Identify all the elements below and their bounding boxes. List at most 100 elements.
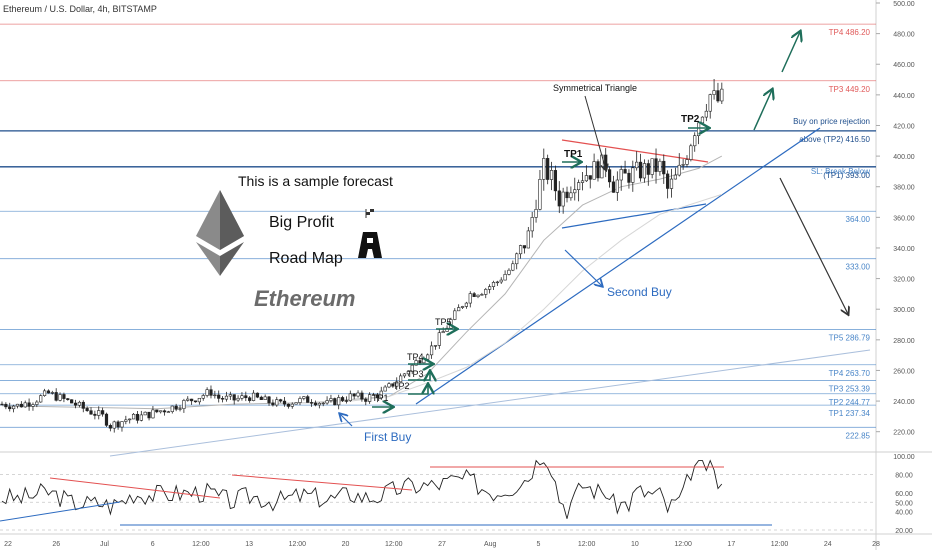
candle [708,93,712,119]
candle [518,244,523,259]
candle [584,165,588,182]
tp5-low-label: TP5 [435,317,452,327]
candle [12,404,16,413]
candle [205,387,209,398]
candle [387,382,391,389]
osc-support-line [0,501,121,522]
x-tick-label: 12:00 [289,541,307,548]
trend-lines [109,127,871,457]
candle [368,392,372,404]
y-tick-label: 360.00 [893,215,915,222]
osc-y-tick-label: 80.00 [895,473,913,480]
candle [356,390,360,398]
annotations: Symmetrical Triangle Second Buy First Bu… [364,83,700,444]
x-tick-label: 12:00 [385,541,403,548]
road-map-text: Road Map [269,250,343,267]
osc-y-tick-label: 60.00 [895,491,913,498]
candle [166,410,171,413]
candle [375,392,379,403]
candle [135,411,140,424]
candle [50,390,54,395]
ethereum-text: Ethereum [254,286,355,311]
down-arrow [779,177,848,314]
candle [286,403,290,409]
candle [580,171,585,191]
level-label: TP3 449.20 [829,85,871,94]
candle [507,268,511,276]
first-buy-label: First Buy [364,430,411,444]
osc-y-tick-label: 40.00 [895,510,913,517]
candle [623,160,627,174]
candle [317,402,321,409]
candle [538,169,542,211]
candle [503,270,507,281]
candle [236,395,240,402]
price-axis: 220.00 240.00 260.00 280.00 300.00 320.00 340.… [876,1,915,437]
candle [46,389,51,394]
candle [677,153,681,177]
candle [437,328,441,349]
candle [290,402,294,409]
candle [4,402,8,410]
candle [673,167,677,180]
candle [306,394,310,403]
candle [255,392,260,399]
candle [371,392,376,396]
candle [712,78,716,100]
candle [170,405,174,414]
candle [31,402,35,411]
candle [460,305,465,310]
candle [607,166,612,188]
candle [19,401,23,408]
candle [650,158,654,179]
candles [0,78,724,433]
candle [77,400,81,408]
level-label: 222.85 [846,431,871,440]
level-label: TP3 253.39 [829,385,871,394]
y-tick-label: 340.00 [893,246,915,253]
x-tick-label: 13 [245,541,253,548]
candle [646,159,650,186]
candle [294,402,298,405]
tp2-arrow [408,385,428,395]
candle [379,386,383,400]
level-label: 333.00 [846,263,871,272]
ma-fast-line [1,155,723,410]
candle [263,394,267,400]
candle [662,154,666,184]
candle [251,390,256,402]
candle [669,168,674,198]
y-tick-label: 380.00 [893,185,915,192]
candle [642,159,647,183]
level-label: TP2 244.77 [829,398,871,407]
candle [638,153,643,182]
sample-forecast-text: This is a sample forecast [238,173,393,189]
moving-averages [1,155,723,410]
candle [561,187,565,214]
candle [70,399,74,404]
tp2-top-label: TP2 [681,114,700,125]
candle [344,396,349,404]
candle [267,396,271,406]
y-tick-label: 240.00 [893,399,915,406]
candle [557,181,561,214]
candle [480,292,484,296]
up-arrow-1 [753,90,772,131]
triangle-upper-line [561,139,709,163]
candle [186,396,190,402]
candle [101,407,105,417]
candle [333,397,337,406]
y-tick-label: 440.00 [893,93,915,100]
y-tick-label: 500.00 [893,1,915,8]
candle [321,401,325,407]
candle [596,159,600,182]
candle [627,169,631,189]
oscillator-pane: 20.00 40.00 50.00 60.00 80.00 100.00 [0,454,915,535]
promo-overlay: This is a sample forecast Big Profit Roa… [196,173,393,311]
x-tick-label: 27 [438,541,446,548]
first-buy-arrow [340,414,353,427]
candle [248,396,252,403]
candle [511,260,515,272]
candle [472,291,476,298]
